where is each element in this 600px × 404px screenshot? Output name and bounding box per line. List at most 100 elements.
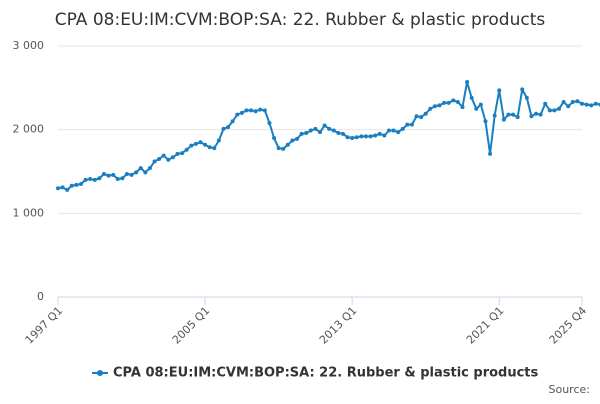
point xyxy=(189,143,194,148)
point xyxy=(60,185,65,190)
point xyxy=(124,172,129,177)
point xyxy=(492,113,497,118)
point xyxy=(152,159,157,164)
x-tick-label: 2013 Q1 xyxy=(317,304,360,347)
point xyxy=(295,136,300,141)
legend-label: CPA 08:EU:IM:CVM:BOP:SA: 22. Rubber & pl… xyxy=(113,366,539,381)
point xyxy=(56,186,60,191)
series-line xyxy=(57,81,600,192)
point xyxy=(340,131,345,136)
point xyxy=(258,107,263,112)
point xyxy=(92,177,97,182)
point xyxy=(580,101,584,106)
point xyxy=(249,108,254,113)
point xyxy=(244,108,249,113)
point xyxy=(313,126,318,131)
point xyxy=(538,112,543,117)
point xyxy=(161,153,166,158)
point xyxy=(391,128,396,133)
point xyxy=(336,131,341,136)
point xyxy=(446,100,451,105)
point xyxy=(74,182,79,187)
point xyxy=(575,99,580,104)
point xyxy=(143,170,148,175)
point xyxy=(534,111,539,116)
point xyxy=(428,106,433,111)
point xyxy=(552,108,557,113)
point xyxy=(478,102,483,107)
point xyxy=(129,172,134,177)
point xyxy=(561,100,566,105)
point xyxy=(180,151,185,156)
point xyxy=(115,177,120,182)
point xyxy=(419,115,424,120)
point xyxy=(442,100,447,105)
point xyxy=(175,151,180,156)
point xyxy=(501,117,506,122)
chart-title: CPA 08:EU:IM:CVM:BOP:SA: 22. Rubber & pl… xyxy=(55,10,546,30)
point xyxy=(566,104,571,109)
point xyxy=(304,131,309,136)
point xyxy=(327,126,332,131)
point xyxy=(373,133,378,138)
point xyxy=(345,135,350,140)
source: Source: xyxy=(549,383,591,396)
point xyxy=(170,155,175,160)
point xyxy=(354,135,359,140)
point xyxy=(78,182,83,187)
point xyxy=(432,104,437,109)
point xyxy=(520,87,525,92)
point xyxy=(414,114,419,119)
point xyxy=(207,145,212,150)
y-tick-label: 3 000 xyxy=(13,39,45,52)
point xyxy=(506,112,511,117)
point xyxy=(226,125,231,130)
point xyxy=(350,136,355,141)
point xyxy=(382,133,387,138)
point xyxy=(460,105,465,110)
point xyxy=(584,102,589,107)
point xyxy=(253,109,258,114)
point xyxy=(308,128,313,133)
point xyxy=(198,140,203,145)
point xyxy=(65,187,70,192)
y-tick-label: 0 xyxy=(37,290,44,303)
point xyxy=(437,103,442,108)
point xyxy=(101,172,106,177)
point xyxy=(400,126,405,131)
point xyxy=(235,112,240,117)
x-tick-label: 1997 Q1 xyxy=(23,304,66,347)
point xyxy=(547,108,552,113)
point xyxy=(589,103,594,108)
point xyxy=(465,79,470,84)
point xyxy=(193,141,198,146)
point xyxy=(423,111,428,116)
point xyxy=(322,123,327,128)
point xyxy=(290,138,295,143)
point xyxy=(88,177,93,182)
point xyxy=(474,106,479,111)
point xyxy=(543,101,548,106)
point xyxy=(138,166,143,171)
point xyxy=(377,131,382,136)
point xyxy=(281,146,286,151)
point xyxy=(83,177,88,182)
point xyxy=(276,146,281,151)
point xyxy=(524,95,529,100)
point xyxy=(272,136,277,141)
point xyxy=(497,88,502,93)
point xyxy=(483,119,488,124)
point xyxy=(157,156,162,161)
point xyxy=(230,119,235,124)
x-tick-label: 2025 Q4 xyxy=(547,304,590,347)
point xyxy=(221,126,226,131)
point xyxy=(409,122,414,127)
point xyxy=(203,142,208,147)
point xyxy=(529,114,534,119)
point xyxy=(469,95,474,100)
point xyxy=(318,130,322,135)
point xyxy=(212,146,217,151)
point xyxy=(97,176,102,181)
point xyxy=(299,131,304,136)
point xyxy=(593,101,598,106)
